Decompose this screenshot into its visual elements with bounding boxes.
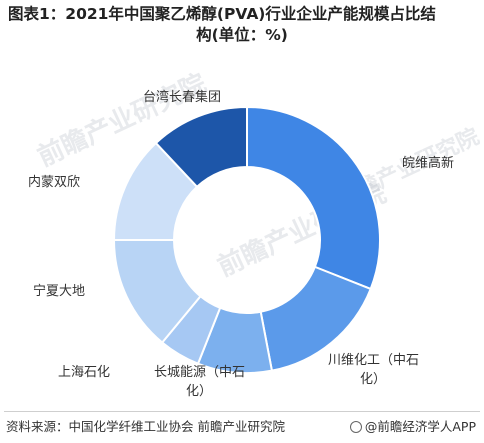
slice-label-taiwan: 台湾长春集团 [143,90,222,105]
slice-label-changcheng-line1: 长城能源（中石 [154,365,246,380]
source-note: 资料来源：中国化学纤维工业协会 前瞻产业研究院 [6,419,285,434]
slice-label-changcheng-line2: 化） [186,384,213,399]
donut-slice-taiwan [154,105,248,189]
chart-title-line2: 构(单位：%) [196,26,288,44]
brand-text: @前瞻经济学人APP [364,419,476,434]
slice-label-chuanwei-line2: 化） [360,372,387,387]
brand-credit: @前瞻经济学人APP [349,416,476,435]
slice-label-shanghai: 上海石化 [58,365,111,380]
slice-label-ningxia: 宁夏大地 [33,284,86,299]
slice-label-chuanwei-line1: 川维化工（中石 [328,353,420,368]
slice-label-neimeng: 内蒙双欣 [28,175,81,190]
chart-title: 图表1：2021年中国聚乙烯醇(PVA)行业企业产能规模占比结 构(单位：%) [8,4,476,46]
donut-chart [112,105,381,374]
donut-slice-wanwei [246,105,381,291]
chart-title-line1: 图表1：2021年中国聚乙烯醇(PVA)行业企业产能规模占比结 [8,5,436,23]
slice-label-wanwei: 皖维高新 [402,156,455,171]
brand-logo-icon [349,421,362,433]
footer-divider [4,411,480,412]
